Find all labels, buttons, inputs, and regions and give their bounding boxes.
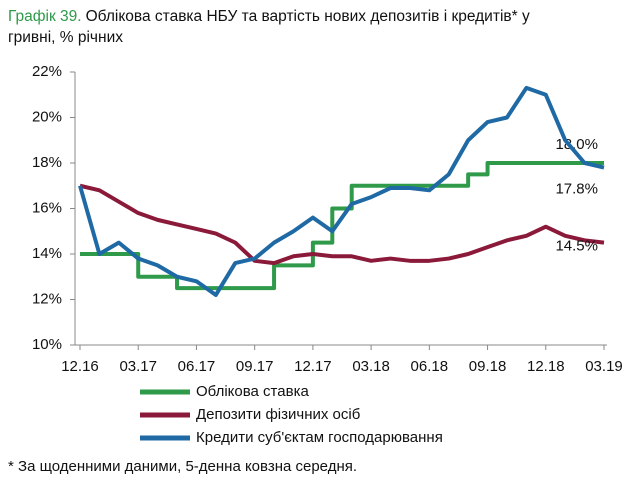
y-tick-label: 10% [32,336,62,353]
title-line: гривні, % річних [8,29,123,46]
y-tick-label: 18% [32,154,62,171]
title-prefix: Графік 39. [8,8,82,25]
series-line [79,183,605,266]
y-tick-label: 22% [32,63,62,80]
x-tick-label: 09.17 [236,358,274,375]
x-tick-label: 06.18 [411,358,449,375]
legend-label: Депозити фізичних осіб [196,406,360,423]
x-tick-label: 12.17 [294,358,332,375]
end-label: 17.8% [555,181,598,198]
x-tick-label: 09.18 [469,358,507,375]
x-tick-label: 03.17 [119,358,157,375]
y-tick-label: 16% [32,199,62,216]
x-tick-label: 03.19 [585,358,623,375]
x-tick-label: 03.18 [352,358,390,375]
title-line: Облікова ставка НБУ та вартість нових де… [86,8,530,25]
series-line [80,161,604,291]
series-line [78,85,605,297]
y-tick-label: 12% [32,290,62,307]
legend-label: Кредити суб'єктам господарювання [196,429,443,446]
x-tick-label: 12.18 [527,358,565,375]
chart-title: Графік 39. Облікова ставка НБУ та вартіст… [8,8,530,46]
y-tick-label: 14% [32,245,62,262]
legend-label: Облікова ставка [196,383,309,400]
footnote: * За щоденними даними, 5-денна ковзна се… [8,458,357,475]
end-label: 18.0% [555,136,598,153]
x-tick-label: 12.16 [61,358,99,375]
x-tick-label: 06.17 [178,358,216,375]
end-label: 14.5% [555,238,598,255]
y-tick-label: 20% [32,108,62,125]
